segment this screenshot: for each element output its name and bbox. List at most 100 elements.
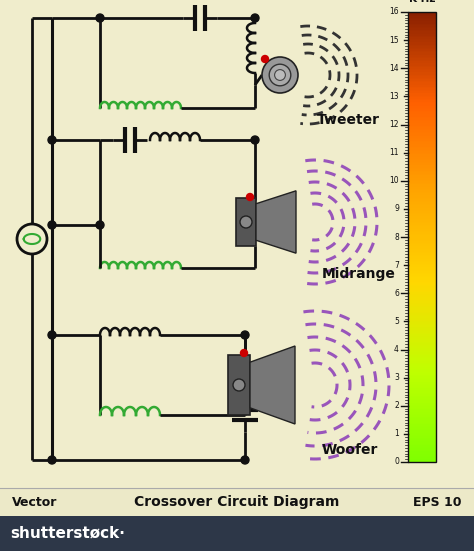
Circle shape [251, 136, 259, 144]
Bar [408, 242, 436, 245]
Bar [408, 424, 436, 426]
Text: 13: 13 [389, 92, 399, 101]
Circle shape [96, 14, 104, 22]
Bar [408, 190, 436, 192]
Bar [408, 375, 436, 376]
Bar [408, 413, 436, 415]
Bar [408, 435, 436, 436]
Bar [408, 288, 436, 289]
Bar [408, 153, 436, 154]
Bar [408, 76, 436, 78]
Bar [408, 175, 436, 177]
Bar [408, 46, 436, 48]
Bar [408, 398, 436, 401]
Bar [408, 45, 436, 46]
Bar [408, 34, 436, 36]
Bar [408, 95, 436, 98]
Bar [408, 112, 436, 114]
Bar [408, 267, 436, 268]
Bar [408, 101, 436, 104]
Bar [408, 309, 436, 311]
Bar [408, 365, 436, 368]
Bar [408, 427, 436, 429]
Bar [408, 114, 436, 116]
Bar [408, 193, 436, 195]
Bar [408, 49, 436, 51]
Bar [408, 290, 436, 293]
Bar [408, 188, 436, 191]
Bar [408, 263, 436, 266]
Bar [408, 394, 436, 396]
Bar [408, 124, 436, 126]
Bar [408, 26, 436, 29]
Bar [408, 64, 436, 66]
Bar [408, 223, 436, 225]
Text: 11: 11 [390, 148, 399, 157]
Bar [408, 364, 436, 366]
Bar [408, 442, 436, 444]
Bar [408, 126, 436, 127]
Bar [408, 311, 436, 314]
Bar [408, 334, 436, 336]
Bar [408, 255, 436, 257]
Bar [408, 166, 436, 168]
Polygon shape [250, 346, 295, 424]
Bar [408, 157, 436, 159]
Bar [408, 182, 436, 185]
Bar [408, 192, 436, 193]
Bar [408, 172, 436, 174]
Bar [408, 68, 436, 71]
Bar [408, 273, 436, 274]
Bar [408, 53, 436, 56]
Text: Midrange: Midrange [322, 267, 396, 281]
Bar [408, 251, 436, 253]
Bar [408, 97, 436, 99]
Bar [408, 388, 436, 390]
Bar [408, 259, 436, 261]
Bar [408, 283, 436, 285]
Bar [408, 178, 436, 180]
Bar [408, 431, 436, 434]
Bar [408, 151, 436, 153]
Bar [408, 28, 436, 30]
Bar [408, 73, 436, 75]
Bar [408, 99, 436, 100]
Bar [408, 433, 436, 435]
Circle shape [262, 57, 298, 93]
Bar [408, 170, 436, 172]
Bar [408, 138, 436, 139]
Bar [408, 14, 436, 17]
Bar [408, 361, 436, 363]
Bar [408, 439, 436, 441]
Text: 14: 14 [389, 64, 399, 73]
Bar [408, 340, 436, 342]
Bar [408, 445, 436, 447]
Bar [408, 148, 436, 150]
Bar [408, 40, 436, 42]
Bar [408, 304, 436, 306]
Bar [408, 419, 436, 422]
Bar [0, 516, 474, 551]
Bar [408, 382, 436, 384]
Bar [408, 268, 436, 270]
Bar [408, 337, 436, 339]
Bar [408, 160, 436, 162]
Bar [408, 437, 436, 440]
Bar [408, 62, 436, 64]
Bar [408, 127, 436, 129]
Bar [408, 22, 436, 24]
Bar [408, 20, 436, 23]
Bar [408, 408, 436, 409]
Bar [408, 300, 436, 301]
Bar [408, 325, 436, 327]
Bar [408, 429, 436, 430]
Bar [408, 87, 436, 89]
Bar [408, 241, 436, 243]
Bar [408, 80, 436, 83]
Bar [408, 208, 436, 210]
Bar [408, 161, 436, 164]
Bar [408, 66, 436, 68]
Text: 2: 2 [394, 401, 399, 410]
Bar [408, 265, 436, 267]
Bar [408, 180, 436, 181]
